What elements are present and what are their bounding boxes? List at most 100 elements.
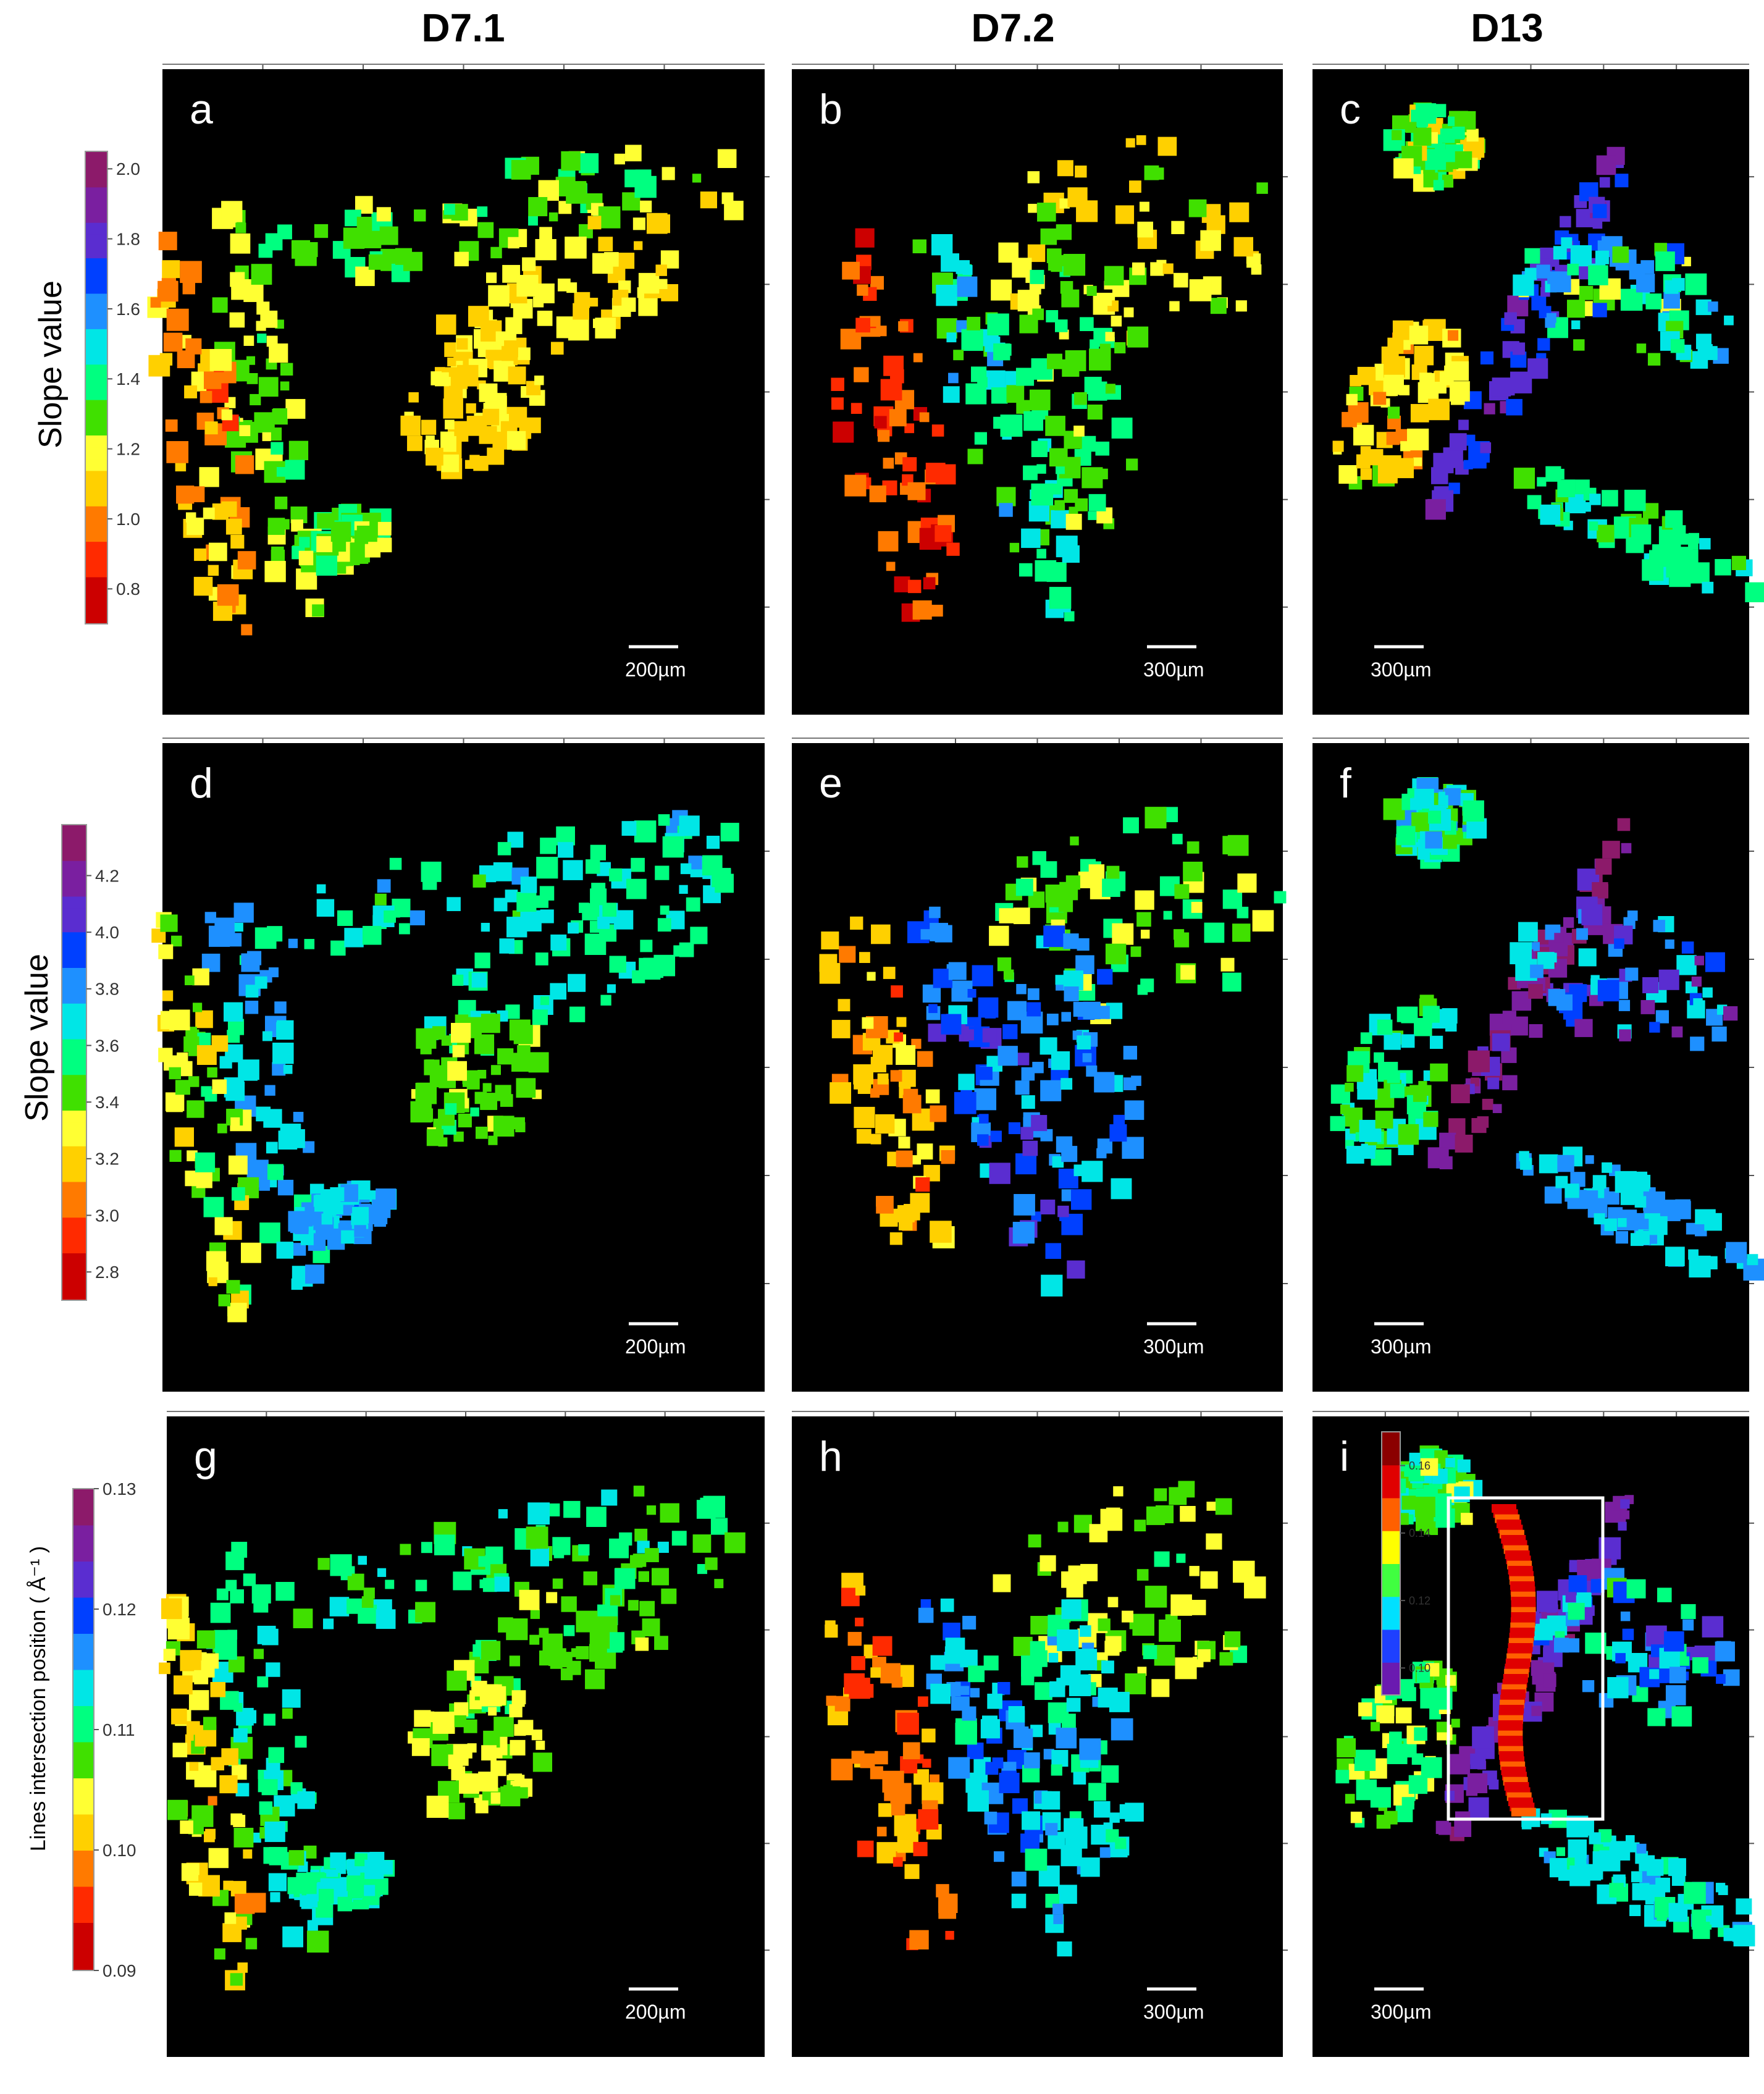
colorbar-segment [1382, 1642, 1400, 1650]
pixel-cluster [276, 467, 287, 477]
pixel-cluster [389, 857, 402, 870]
pixel-cluster [1058, 898, 1073, 912]
pixel-cluster [1381, 346, 1399, 364]
pixel-cluster [482, 1083, 492, 1092]
pixel-cluster [481, 1014, 500, 1033]
colorbar-tick-label: 3.2 [95, 1150, 119, 1169]
colorbar-segment [73, 1500, 94, 1513]
colorbar-segment [1382, 1471, 1400, 1479]
pixel-cluster [508, 237, 519, 249]
pixel-cluster [282, 1708, 293, 1719]
pixel-cluster [1564, 1184, 1579, 1198]
pixel-cluster [515, 1122, 526, 1133]
colorbar-tick-label: 0.14 [1409, 1527, 1430, 1539]
pixel-cluster [1655, 1010, 1670, 1024]
pixel-cluster [269, 967, 279, 978]
pixel-cluster [1393, 158, 1414, 179]
pixel-cluster [519, 1589, 540, 1610]
pixel-cluster [1618, 999, 1631, 1011]
colorbar-segment [85, 163, 107, 176]
pixel-cluster [1463, 460, 1473, 469]
colorbar-segment [73, 1874, 94, 1887]
pixel-cluster [655, 264, 667, 276]
pixel-cluster [960, 1686, 970, 1695]
pixel-cluster [907, 482, 926, 500]
colorbar-segment [62, 884, 86, 897]
pixel-cluster [193, 576, 213, 596]
panel-background [1312, 743, 1749, 1392]
pixel-cluster [274, 496, 288, 510]
pixel-cluster [306, 1894, 320, 1907]
pixel-cluster [1012, 258, 1032, 278]
colorbar-segment [62, 1086, 86, 1099]
pixel-cluster [1622, 1628, 1634, 1641]
pixel-cluster [278, 1130, 298, 1150]
pixel-cluster [285, 398, 306, 419]
pixel-cluster [597, 862, 611, 877]
pixel-cluster [227, 1303, 247, 1322]
pixel-cluster [1444, 365, 1456, 378]
colorbar-segment [73, 1609, 94, 1622]
pixel-cluster [191, 1650, 202, 1661]
pixel-cluster [1021, 1095, 1035, 1109]
pixel-cluster [1716, 1674, 1726, 1684]
pixel-cluster [330, 1554, 352, 1576]
pixel-cluster [1448, 1118, 1466, 1135]
axis-ticks [792, 1411, 1288, 1951]
pixel-cluster [188, 1076, 200, 1087]
pixel-cluster [1699, 538, 1711, 550]
pixel-cluster [243, 335, 254, 346]
pixel-cluster [948, 1757, 970, 1779]
pixel-cluster [163, 1649, 176, 1661]
pixel-cluster [590, 888, 607, 906]
pixel-cluster [1105, 332, 1115, 342]
pixel-cluster [288, 938, 298, 948]
pixel-cluster [363, 1587, 375, 1599]
pixel-cluster [600, 994, 611, 1006]
pixel-cluster [1715, 1883, 1726, 1893]
pixel-cluster [1556, 994, 1573, 1011]
pixel-cluster [474, 952, 490, 969]
colorbar-segment [85, 588, 107, 601]
pixel-cluster [1080, 317, 1094, 332]
pixel-cluster [1088, 864, 1105, 880]
pixel-cluster [967, 1743, 984, 1759]
pixel-cluster [477, 1070, 487, 1079]
pixel-cluster [194, 548, 207, 561]
pixel-cluster [341, 1230, 355, 1244]
pixel-cluster [1357, 1079, 1378, 1100]
colorbar-segment [1382, 1688, 1400, 1696]
pixel-cluster [1574, 1019, 1593, 1037]
pixel-cluster [330, 1852, 346, 1869]
colorbar-segment [1382, 1438, 1400, 1446]
pixel-cluster [1547, 271, 1560, 284]
pixel-cluster [1053, 1914, 1063, 1924]
colorbar-segment [1382, 1432, 1400, 1439]
pixel-cluster [1051, 260, 1063, 272]
pixel-cluster [643, 957, 664, 978]
pixel-cluster [844, 474, 867, 497]
pixel-cluster [531, 1729, 543, 1741]
colorbar-tick-label: 0.10 [103, 1841, 136, 1860]
pixel-cluster [1645, 293, 1662, 309]
pixel-cluster [1618, 1521, 1627, 1531]
pixel-cluster [1537, 477, 1547, 487]
pixel-cluster [181, 1863, 200, 1882]
pixel-cluster [169, 1150, 182, 1162]
pixel-cluster [1387, 415, 1401, 430]
pixel-cluster [1056, 465, 1065, 474]
pixel-cluster [187, 517, 204, 536]
pixel-cluster [233, 1728, 248, 1743]
pixel-cluster [875, 1751, 888, 1765]
pixel-cluster [1061, 1012, 1071, 1022]
pixel-cluster [550, 983, 567, 1000]
scale-bar-label: 200µm [625, 2001, 686, 2023]
pixel-cluster [1097, 468, 1108, 479]
pixel-cluster [477, 222, 494, 238]
pixel-cluster [589, 1644, 607, 1662]
colorbar-segment [85, 494, 107, 507]
pixel-cluster [1040, 861, 1057, 878]
colorbar-segment [73, 1778, 94, 1791]
colorbar-segment [62, 1193, 86, 1206]
